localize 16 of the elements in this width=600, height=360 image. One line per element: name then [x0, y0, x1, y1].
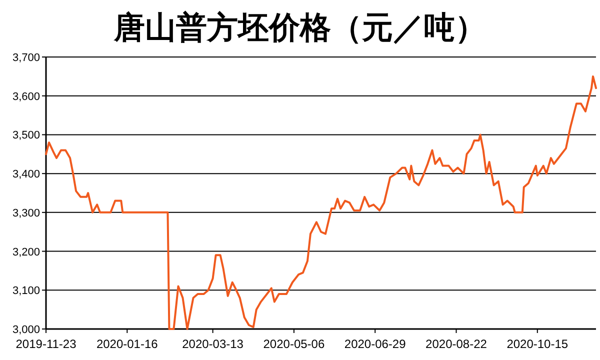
y-tick-label: 3,300: [12, 207, 40, 220]
x-tick-label: 2020-10-15: [506, 337, 568, 351]
y-tick-label: 3,000: [12, 324, 40, 336]
y-tick-label: 3,400: [12, 168, 40, 181]
x-tick-label: 2019-11-23: [16, 337, 77, 351]
y-tick-label: 3,500: [12, 130, 40, 142]
x-tick-label: 2020-01-16: [96, 337, 158, 351]
y-tick-label: 3,200: [12, 246, 40, 258]
y-tick-label: 3,100: [12, 285, 40, 298]
chart-title: 唐山普方坯价格（元／吨）: [113, 10, 486, 46]
y-tick-label: 3,700: [12, 52, 40, 64]
x-tick-label: 2020-06-29: [344, 337, 406, 351]
x-tick-label: 2020-03-13: [182, 337, 244, 351]
x-tick-label: 2020-08-22: [426, 337, 488, 351]
x-tick-label: 2020-05-06: [263, 337, 325, 351]
y-tick-label: 3,600: [12, 90, 40, 103]
